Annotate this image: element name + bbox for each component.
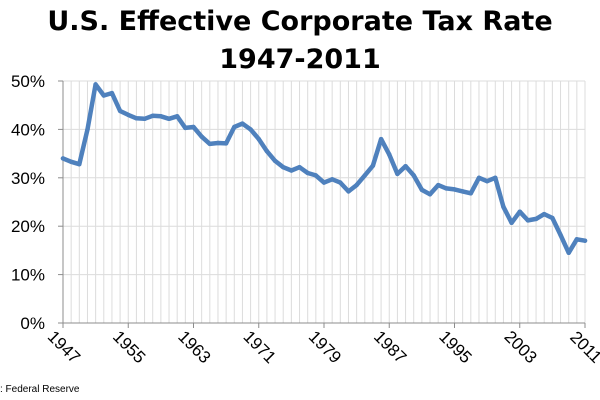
data-point [85,127,90,132]
data-point [297,165,302,170]
data-point [183,125,188,131]
data-point [338,180,343,185]
data-point [321,180,327,185]
data-point [378,136,384,142]
data-point [460,189,465,194]
data-point [223,141,229,146]
data-point [215,140,221,146]
data-point [574,237,579,242]
x-tick-label: 1979 [305,327,345,367]
data-point [509,220,514,225]
data-point [346,189,351,194]
y-tick-label: 30% [11,169,45,188]
x-tick-label: 1987 [370,327,410,367]
data-point [166,116,172,122]
data-point [354,182,359,188]
data-point [370,163,376,168]
data-point [69,159,74,164]
data-point [109,90,115,96]
data-point [582,238,588,243]
data-point [313,173,318,178]
x-tick-label: 2011 [566,327,600,366]
data-point [558,232,563,238]
data-point [289,168,294,173]
y-tick-label: 0% [20,314,45,333]
data-point [542,211,547,217]
data-point [199,134,204,139]
x-tick-label: 1963 [174,327,214,367]
data-point [387,152,392,157]
data-point [493,175,498,180]
x-tick-label: 1955 [109,327,149,367]
data-point [525,218,531,223]
data-point [403,164,408,169]
data-point [517,209,522,214]
data-point [60,156,66,161]
x-tick-label: 1995 [435,327,475,367]
data-point [207,141,212,147]
data-point [330,177,335,182]
data-point [117,108,123,114]
data-point [142,116,147,122]
data-point [232,124,237,130]
data-point [101,93,107,98]
data-point [419,187,425,193]
data-point [240,121,245,126]
x-tick-label: 2003 [501,327,541,367]
data-point [248,127,253,132]
data-point [126,112,131,118]
data-point [411,173,416,178]
data-point [281,165,286,170]
source-note: : Federal Reserve [0,384,80,395]
data-point [484,179,490,184]
y-tick-label: 10% [11,266,45,285]
data-point [427,192,433,197]
chart-title: U.S. Effective Corporate Tax Rate [47,6,553,37]
data-point [468,191,473,196]
data-point [444,186,449,191]
data-point [272,158,278,164]
x-tick-label: 1947 [44,327,84,367]
data-point [395,171,400,177]
data-point [362,173,367,178]
data-point [533,216,539,222]
data-point [452,187,457,192]
data-point [175,114,180,119]
y-tick-label: 40% [11,120,45,139]
y-tick-label: 20% [11,217,45,236]
data-point [77,162,82,167]
data-point [305,170,310,176]
data-point [256,136,261,142]
data-point [501,204,506,209]
data-point [476,175,482,180]
data-point [134,116,139,121]
data-point [150,113,155,119]
data-point [191,124,196,130]
data-point [566,250,571,255]
data-point [550,215,555,221]
data-point [436,182,441,188]
data-point [158,114,164,119]
data-point [93,82,98,87]
x-tick-label: 1971 [240,327,280,367]
chart-subtitle: 1947-2011 [219,44,381,75]
data-point [264,149,270,154]
y-tick-label: 50% [11,72,45,91]
